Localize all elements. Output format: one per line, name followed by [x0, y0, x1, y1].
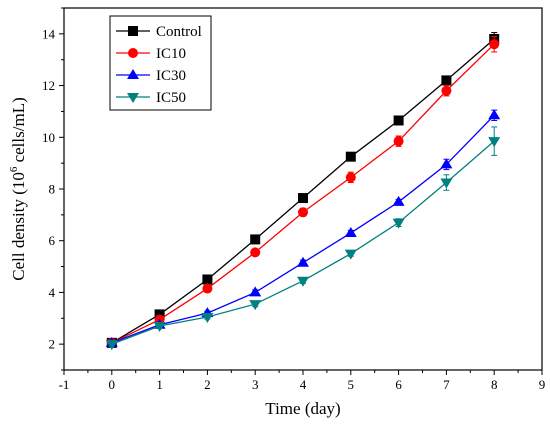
data-point [201, 312, 214, 323]
data-point [488, 109, 501, 120]
legend-box [109, 15, 212, 111]
legend-marker [128, 26, 138, 36]
x-tick-label: 9 [539, 377, 546, 392]
y-axis-label: Cell density (106 cells/mL) [8, 97, 28, 281]
y-tick-label: 14 [42, 26, 56, 41]
y-axis-label-unit: cells/mL) [9, 97, 28, 166]
data-point [202, 274, 213, 285]
y-tick-label: 2 [49, 337, 56, 352]
legend-item-ic30: IC30 [116, 68, 186, 84]
legend: Control IC10 IC30 IC50 [109, 15, 212, 111]
legend-marker [127, 69, 139, 79]
legend-item-ic50: IC50 [116, 90, 186, 106]
x-tick-label: 6 [395, 377, 402, 392]
data-point [154, 309, 165, 320]
data-point [297, 256, 309, 267]
legend-item-control: Control [116, 24, 202, 40]
x-tick-label: 8 [491, 377, 498, 392]
x-tick-label: 3 [252, 377, 259, 392]
data-point [298, 193, 308, 204]
data-point [345, 151, 356, 162]
y-tick-label: 8 [49, 182, 56, 197]
data-point [153, 322, 166, 333]
legend-marker [127, 93, 139, 103]
legend-label: IC10 [156, 46, 186, 62]
x-tick-label: 1 [156, 377, 163, 392]
legend-marker [128, 48, 138, 58]
legend-item-ic10: IC10 [116, 46, 186, 62]
data-point [344, 226, 357, 237]
x-axis-label: Time (day) [265, 399, 340, 418]
data-point [440, 158, 453, 169]
series-ic50 [105, 126, 501, 351]
y-axis-label-main: Cell density (10 [9, 172, 28, 281]
legend-label: IC30 [156, 68, 186, 84]
series-line [111, 114, 495, 344]
y-tick-label: 6 [49, 233, 56, 248]
x-tick-label: 4 [300, 377, 307, 392]
data-point [250, 247, 261, 258]
x-tick-label: 2 [204, 377, 211, 392]
legend-label: IC50 [156, 90, 186, 106]
x-tick-label: 0 [109, 377, 116, 392]
y-tick-label: 12 [42, 78, 55, 93]
x-tick-label: 5 [348, 377, 355, 392]
series-lines [105, 32, 501, 351]
data-point [250, 234, 261, 245]
data-point [249, 286, 262, 297]
x-tick-label: -1 [59, 377, 70, 392]
data-point [105, 340, 118, 351]
y-tick-label: 10 [42, 130, 55, 145]
y-axis-label-superscript: 6 [8, 166, 20, 172]
data-point [393, 115, 404, 126]
data-point [249, 300, 262, 311]
data-point [489, 39, 500, 50]
data-point [344, 249, 357, 260]
y-tick-label: 4 [49, 285, 56, 300]
data-point [392, 218, 405, 229]
data-point [441, 85, 452, 96]
data-point [297, 276, 309, 287]
legend-label: Control [156, 24, 202, 40]
data-point [441, 75, 452, 86]
data-point [393, 136, 404, 147]
data-point [488, 137, 501, 148]
data-point [440, 178, 453, 189]
data-point [298, 207, 308, 218]
data-point [202, 283, 213, 294]
data-point [345, 172, 356, 183]
data-point [392, 195, 405, 206]
x-tick-label: 7 [443, 377, 450, 392]
